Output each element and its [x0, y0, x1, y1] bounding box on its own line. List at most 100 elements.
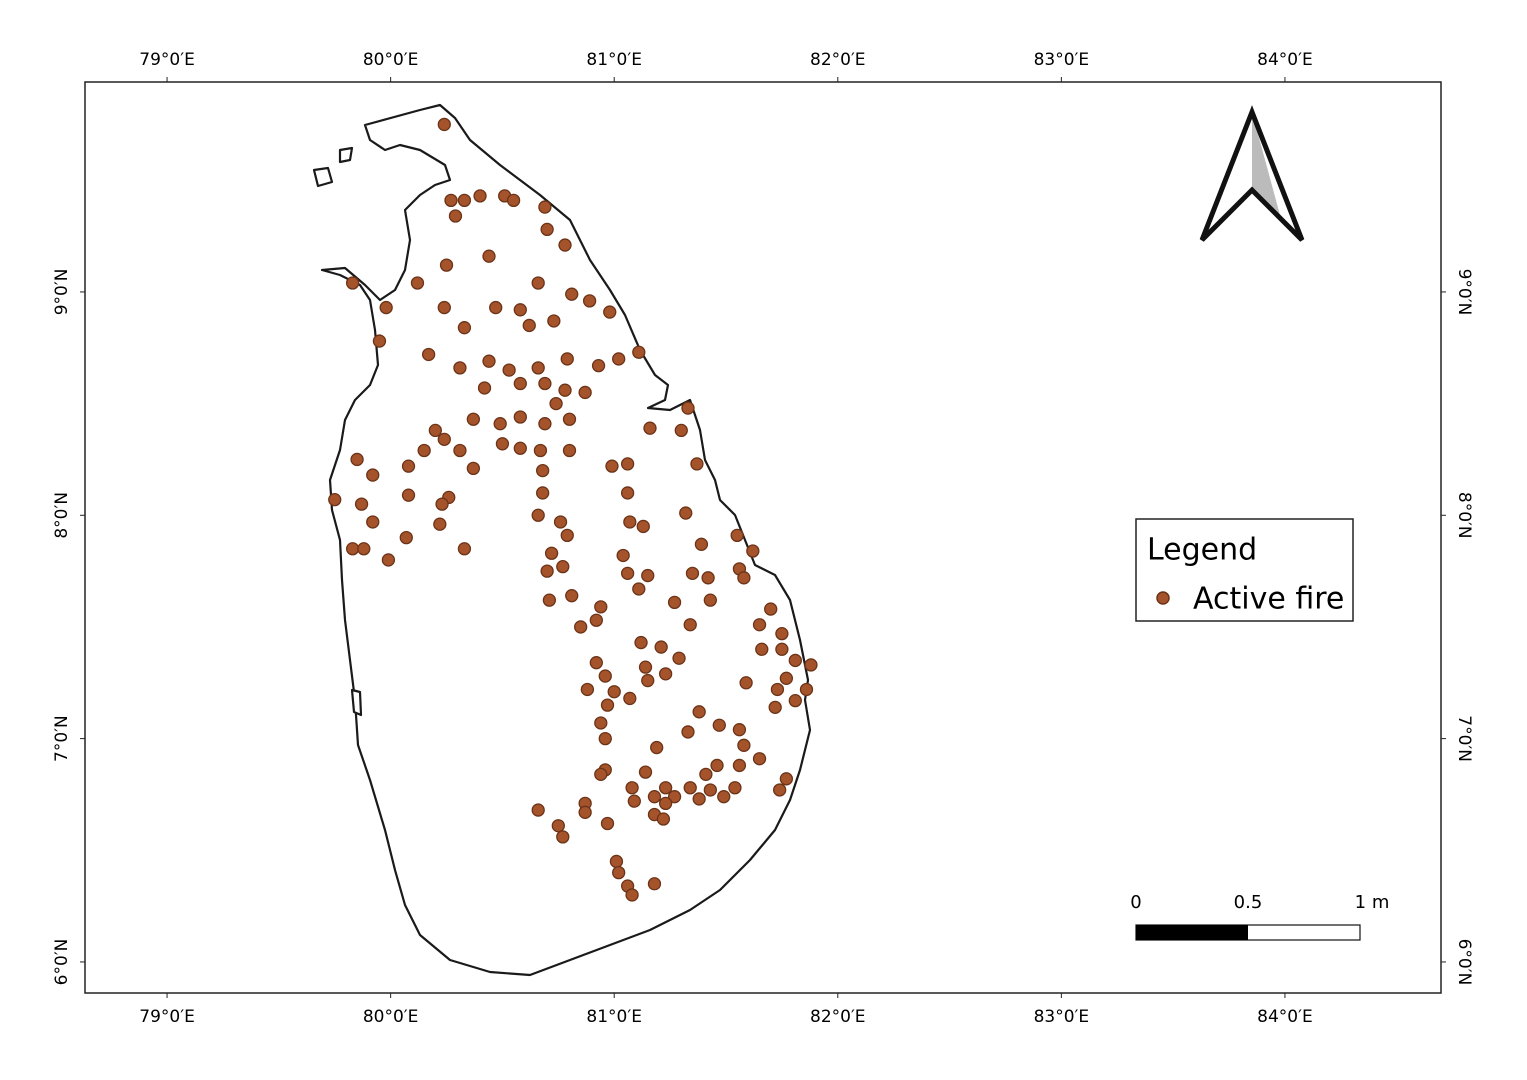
- fire-point: [710, 758, 724, 773]
- scale-label: 0: [1130, 892, 1141, 913]
- fire-point: [473, 189, 487, 203]
- fire-point: [620, 457, 635, 471]
- legend-label: Active fire: [1193, 582, 1344, 617]
- fire-point: [558, 383, 572, 397]
- fire-point: [746, 544, 760, 558]
- fire-point: [658, 667, 673, 681]
- fire-point: [549, 396, 563, 411]
- fire-point: [556, 830, 570, 844]
- fire-point: [658, 796, 673, 811]
- fire-point: [681, 725, 695, 739]
- fire-point: [533, 443, 548, 458]
- fire-point: [477, 381, 492, 395]
- north-arrow: [1199, 105, 1305, 242]
- fire-point: [701, 571, 715, 585]
- fire-point: [703, 783, 717, 797]
- fire-point: [674, 423, 688, 438]
- fire-point: [647, 790, 662, 804]
- fire-point: [804, 658, 818, 672]
- fire-point: [482, 354, 496, 368]
- fire-point: [453, 443, 467, 458]
- fire-point: [650, 740, 664, 755]
- fire-point: [692, 705, 706, 719]
- x-tick-label: 81°0′E: [586, 50, 642, 70]
- fire-point: [502, 363, 516, 377]
- fire-point: [612, 352, 626, 366]
- fire-point: [667, 790, 682, 804]
- north-arrow-shade: [1252, 112, 1280, 215]
- fire-point: [513, 303, 527, 317]
- fire-point: [551, 819, 565, 833]
- fire-point: [732, 723, 747, 737]
- fire-point: [482, 249, 496, 263]
- fire-point: [457, 542, 472, 556]
- fire-point: [553, 515, 568, 529]
- fire-point: [768, 700, 782, 714]
- fire-point: [600, 816, 615, 831]
- fire-point: [538, 200, 552, 214]
- fire-point: [732, 758, 747, 773]
- legend: Legend Active fire: [1135, 518, 1354, 622]
- fire-point: [578, 805, 592, 819]
- fire-point: [444, 193, 458, 208]
- fire-point: [562, 443, 577, 458]
- fire-point: [560, 528, 574, 543]
- x-tick-label: 81°0′E: [586, 1007, 642, 1027]
- fire-point: [625, 781, 639, 795]
- fire-points: [328, 117, 818, 902]
- fire-point: [607, 685, 621, 699]
- fire-point: [598, 669, 612, 683]
- fire-point: [531, 276, 545, 290]
- y-tick-label: 6°0′N: [52, 939, 72, 986]
- fire-point: [739, 676, 753, 690]
- fire-point: [634, 635, 648, 650]
- fire-point: [437, 117, 451, 132]
- fire-point: [357, 542, 371, 556]
- fire-point: [752, 752, 767, 766]
- fire-point: [594, 767, 608, 782]
- x-tick-label: 84°0′E: [1257, 1007, 1313, 1027]
- fire-point: [379, 300, 393, 315]
- x-tick-label: 79°0′E: [139, 1007, 195, 1027]
- fire-point: [594, 716, 608, 730]
- fire-point: [560, 352, 574, 366]
- fire-point: [775, 642, 789, 656]
- fire-point: [779, 772, 794, 786]
- fire-point: [647, 877, 662, 891]
- fire-point: [632, 582, 646, 596]
- fire-point: [366, 468, 380, 482]
- x-tick-label: 79°0′E: [139, 50, 195, 70]
- y-tick-label: 7°0′N: [52, 715, 72, 762]
- fire-point: [598, 731, 612, 746]
- fire-point: [328, 492, 342, 507]
- fire-point: [433, 517, 447, 531]
- fire-point: [417, 443, 431, 458]
- y-tick-label: 6°0′N: [1454, 939, 1474, 986]
- fire-point: [694, 537, 709, 551]
- fire-point: [435, 497, 449, 511]
- fire-point: [683, 618, 697, 632]
- fire-point: [627, 794, 641, 808]
- fire-point: [580, 682, 595, 697]
- fire-point: [605, 459, 619, 473]
- fire-point: [672, 651, 686, 665]
- x-tick-label: 82°0′E: [810, 1007, 866, 1027]
- fire-point: [620, 566, 635, 580]
- x-tick-label: 83°0′E: [1034, 1007, 1090, 1027]
- fire-point: [620, 486, 635, 500]
- fire-point: [603, 305, 617, 319]
- scale-bar: 0 0.5 1 m: [1130, 892, 1389, 941]
- fire-point: [623, 691, 637, 706]
- x-tick-label: 82°0′E: [810, 50, 866, 70]
- fire-point: [399, 530, 413, 545]
- x-tick-label: 80°0′E: [363, 50, 419, 70]
- fire-point: [589, 656, 603, 670]
- fire-point: [574, 620, 588, 634]
- fire-point: [538, 376, 552, 391]
- fire-point: [638, 765, 653, 779]
- fire-point: [556, 559, 570, 574]
- fire-point: [401, 488, 416, 502]
- fire-point: [495, 437, 510, 451]
- fire-point: [513, 376, 527, 391]
- scale-bar-segment: [1136, 925, 1248, 940]
